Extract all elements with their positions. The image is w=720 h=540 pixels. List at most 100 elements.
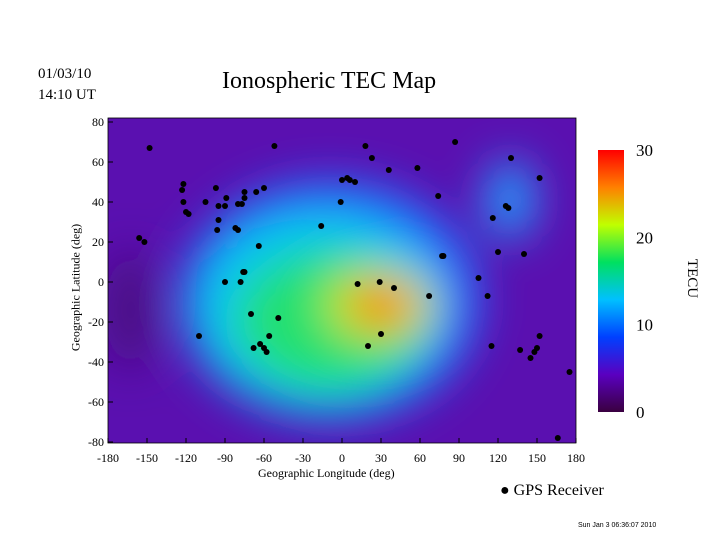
gps-receiver-dot [339,177,345,183]
gps-receiver-dot [263,349,270,355]
gps-receiver-dot [271,143,278,149]
gps-receiver-dot [385,167,392,173]
gps-receiver-dot [141,239,148,245]
gps-receiver-dot [365,343,371,349]
gps-receiver-dot [554,435,561,441]
gps-receiver-dot [378,331,384,337]
gps-receiver-dot [534,345,540,351]
y-tick-label: 20 [92,235,104,249]
x-tick-label: -120 [175,451,197,465]
gps-receiver-dot [241,195,248,201]
gps-receiver-dot [536,333,543,339]
gps-receiver-dot [517,347,524,353]
y-tick-label: 0 [98,275,104,289]
gps-receiver-dot [248,311,254,317]
gps-receiver-dot [212,185,219,191]
gps-receiver-dot [475,275,482,281]
x-tick-label: 0 [339,451,345,465]
gps-receiver-dot [362,143,369,149]
gps-receiver-dot [222,203,228,209]
gps-receiver-dot [261,185,267,191]
colorbar-tick-label: 10 [636,316,653,335]
time-label: 14:10 UT [38,87,96,103]
y-tick-label: -80 [88,435,104,449]
gps-receiver-dot [250,345,257,351]
y-tick-label: -40 [88,355,104,369]
gps-receiver-dot [536,175,543,181]
gps-receiver-dot [354,281,361,287]
timestamp: Sun Jan 3 06:36:07 2010 [578,522,657,529]
gps-receiver-dot [214,227,221,233]
x-axis-label: Geographic Longitude (deg) [258,466,395,480]
gps-receiver-dot [223,195,230,201]
gps-receiver-dot [527,355,534,361]
gps-receiver-dot [489,215,496,221]
gps-receiver-dot [196,333,202,339]
chart-title: Ionospheric TEC Map [222,68,437,94]
y-tick-label: 60 [92,155,104,169]
gps-receiver-dot [202,199,209,205]
y-tick-label: -60 [88,395,104,409]
x-tick-label: 60 [414,451,426,465]
x-tick-label: -60 [256,451,272,465]
gps-receiver-dot [253,189,260,195]
y-tick-label: 80 [92,115,104,129]
x-tick-label: 180 [567,451,585,465]
gps-receiver-dot [521,251,527,257]
gps-receiver-dot [237,279,244,285]
y-tick-label: 40 [92,195,104,209]
gps-receiver-dot [337,199,344,205]
tec-field [108,118,576,443]
colorbar [598,150,624,412]
gps-receiver-dot [266,333,273,339]
gps-receiver-dot [238,201,245,207]
colorbar-tick-label: 20 [636,228,653,247]
gps-receiver-dot [368,155,375,161]
gps-receiver-dot [275,315,282,321]
date-label: 01/03/10 [38,66,92,82]
legend-label: GPS Receiver [513,482,604,499]
legend-dot-icon: ● [500,482,510,499]
gps-receiver-dot [414,165,421,171]
x-tick-label: -150 [136,451,158,465]
colorbar-tick-label: 30 [636,141,653,160]
gps-receiver-dot [495,249,501,255]
gps-receiver-dot [241,189,248,195]
gps-receiver-dot [257,341,264,347]
gps-receiver-dot [508,155,514,161]
gps-receiver-dot [179,187,186,193]
x-tick-label: 30 [375,451,387,465]
gps-receiver-dot [222,279,228,285]
x-tick-label: 120 [489,451,507,465]
gps-receiver-dot [185,211,192,217]
gps-receiver-dot [391,285,397,291]
gps-receiver-dot [376,279,383,285]
gps-receiver-dot [146,145,153,151]
gps-receiver-dot [566,369,573,375]
gps-receiver-dot [180,181,187,187]
x-tick-label: -180 [97,451,119,465]
gps-receiver-dot [452,139,459,145]
gps-receiver-dot [435,193,442,199]
gps-receiver-dot [488,343,495,349]
x-tick-label: 90 [453,451,465,465]
gps-receiver-dot [255,243,262,249]
y-tick-label: -20 [88,315,104,329]
legend: ● GPS Receiver [500,482,604,500]
gps-receiver-dot [215,203,222,209]
gps-receiver-dot [180,199,187,205]
gps-receiver-dot [232,225,239,231]
x-tick-label: -90 [217,451,233,465]
gps-receiver-dot [440,253,447,259]
gps-receiver-dot [346,177,353,183]
gps-receiver-dot [136,235,143,241]
gps-receiver-dot [240,269,247,275]
gps-receiver-dot [484,293,491,299]
gps-receiver-dot [215,217,222,223]
x-tick-label: -30 [295,451,311,465]
colorbar-tick-label: 0 [636,403,645,422]
x-tick-label: 150 [528,451,546,465]
gps-receiver-dot [505,205,512,211]
gps-receiver-dot [426,293,433,299]
